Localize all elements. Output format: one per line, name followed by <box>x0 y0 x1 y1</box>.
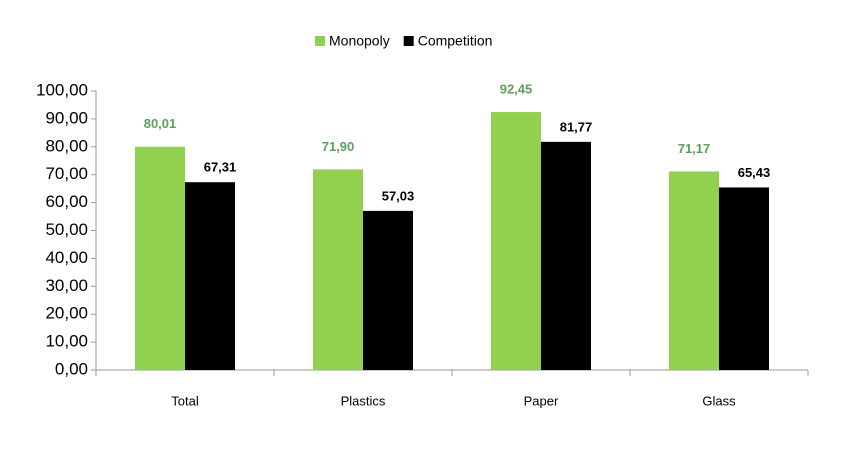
value-label: 80,01 <box>144 116 177 131</box>
y-tick-label: 50,00 <box>45 220 88 239</box>
value-label: 92,45 <box>500 82 533 97</box>
x-tick-label: Plastics <box>341 393 386 408</box>
y-tick-label: 70,00 <box>45 164 88 183</box>
legend-swatch <box>315 36 325 46</box>
y-tick-label: 60,00 <box>45 192 88 211</box>
bar <box>313 169 363 370</box>
value-label: 65,43 <box>738 165 771 180</box>
x-tick-label: Total <box>171 393 199 408</box>
y-tick-label: 90,00 <box>45 108 88 127</box>
value-label: 71,17 <box>678 141 711 156</box>
x-tick-label: Glass <box>702 393 736 408</box>
y-tick-label: 10,00 <box>45 332 88 351</box>
bar <box>541 141 591 370</box>
bar <box>135 146 185 370</box>
bar <box>185 182 235 370</box>
y-tick-label: 100,00 <box>36 80 88 99</box>
y-tick-label: 30,00 <box>45 276 88 295</box>
x-tick-label: Paper <box>524 393 559 408</box>
y-tick-label: 80,00 <box>45 136 88 155</box>
bar <box>363 210 413 370</box>
y-tick-label: 20,00 <box>45 304 88 323</box>
y-tick-label: 0,00 <box>55 359 88 378</box>
value-label: 71,90 <box>322 139 355 154</box>
bar <box>491 112 541 370</box>
bar <box>669 171 719 370</box>
value-label: 57,03 <box>382 188 415 203</box>
legend-label: Competition <box>418 33 493 49</box>
legend-label: Monopoly <box>329 33 390 49</box>
value-label: 81,77 <box>560 119 593 134</box>
y-tick-label: 40,00 <box>45 248 88 267</box>
legend-swatch <box>403 36 414 46</box>
value-label: 67,31 <box>204 160 237 175</box>
bar <box>719 187 769 370</box>
